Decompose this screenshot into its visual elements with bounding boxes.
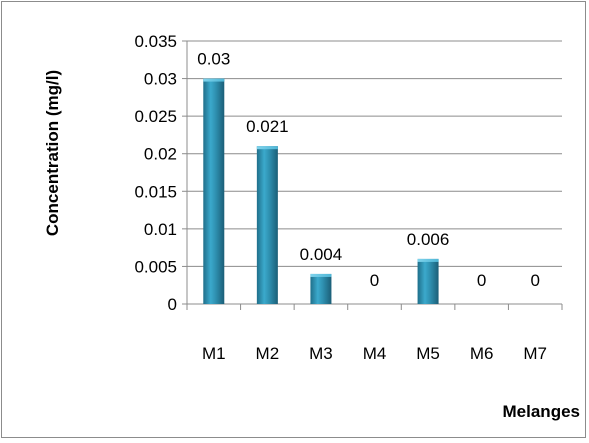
y-tick-label: 0.02	[144, 145, 177, 164]
bar	[417, 258, 439, 304]
data-labels: 0.03 0.021 0.004 0 0.006 0 0	[197, 50, 540, 290]
y-axis-title: Concentration (mg/l)	[43, 70, 62, 236]
bars	[203, 78, 439, 304]
x-tick-label: M7	[523, 344, 547, 363]
bar-body	[203, 78, 225, 304]
y-tick-label: 0.035	[134, 32, 177, 51]
data-label: 0.021	[246, 117, 289, 136]
y-tick-label: 0.015	[134, 182, 177, 201]
axes	[186, 41, 563, 310]
bar-top	[417, 258, 439, 262]
data-label: 0.006	[407, 230, 450, 249]
y-tick-label: 0.005	[134, 257, 177, 276]
bar-top	[256, 146, 278, 150]
bar-body	[417, 258, 439, 304]
x-tick-label: M5	[416, 344, 440, 363]
bar	[256, 146, 278, 304]
y-tick-label: 0.01	[144, 220, 177, 239]
x-tick-label: M4	[363, 344, 387, 363]
x-tick-label: M1	[202, 344, 226, 363]
x-axis-tick-labels: M1 M2 M3 M4 M5 M6 M7	[202, 344, 547, 363]
bar	[203, 78, 225, 304]
gridlines	[182, 40, 562, 305]
y-tick-label: 0	[168, 295, 177, 314]
data-label: 0.004	[300, 245, 343, 264]
x-tick-label: M2	[256, 344, 280, 363]
data-label: 0.03	[197, 50, 230, 69]
bar-top	[310, 273, 332, 277]
chart-frame: 0 0.005 0.01 0.015 0.02 0.025 0.03 0.035 M1 M2 M3…	[1, 1, 586, 438]
bar-top	[203, 78, 225, 82]
y-tick-label: 0.025	[134, 107, 177, 126]
x-axis-title: Melanges	[503, 402, 580, 421]
bar-body	[256, 146, 278, 304]
data-label: 0	[477, 271, 486, 290]
bar	[310, 273, 332, 304]
bar-body	[310, 273, 332, 304]
data-label: 0	[370, 271, 379, 290]
x-tick-label: M6	[470, 344, 494, 363]
x-tick-label: M3	[309, 344, 333, 363]
data-label: 0	[530, 271, 539, 290]
y-tick-label: 0.03	[144, 70, 177, 89]
y-axis-tick-labels: 0 0.005 0.01 0.015 0.02 0.025 0.03 0.035	[134, 32, 177, 314]
